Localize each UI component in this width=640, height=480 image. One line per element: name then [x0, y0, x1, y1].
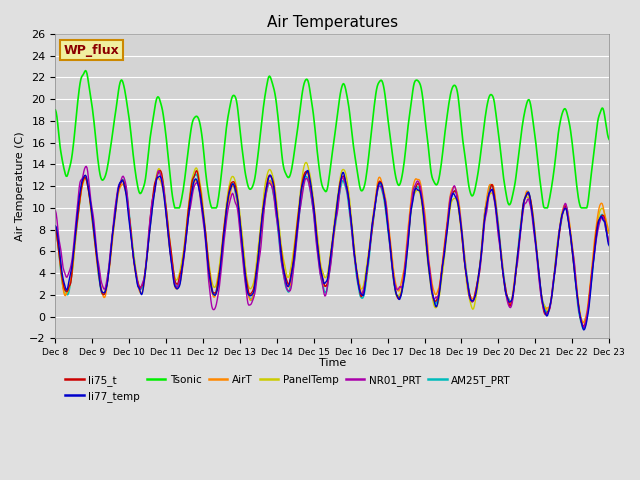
Legend: li75_t, li77_temp, Tsonic, AirT, PanelTemp, NR01_PRT, AM25T_PRT: li75_t, li77_temp, Tsonic, AirT, PanelTe…	[61, 371, 515, 406]
X-axis label: Time: Time	[319, 359, 346, 369]
Y-axis label: Air Temperature (C): Air Temperature (C)	[15, 132, 25, 241]
Text: WP_flux: WP_flux	[64, 44, 120, 57]
Title: Air Temperatures: Air Temperatures	[267, 15, 398, 30]
